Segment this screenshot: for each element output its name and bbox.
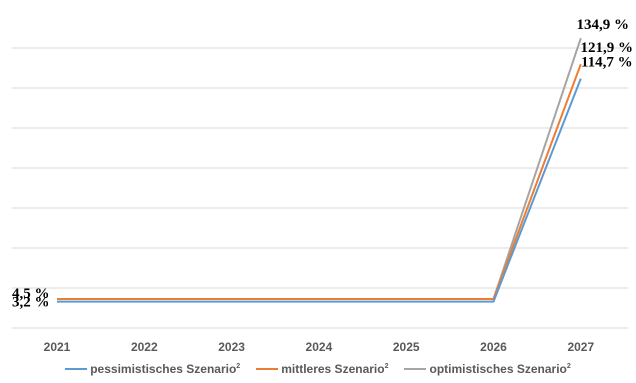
x-tick-label: 2025	[393, 340, 420, 354]
data-label: 3,2 %	[12, 295, 50, 311]
legend-label: optimistisches Szenario2	[429, 362, 571, 376]
x-tick-label: 2027	[567, 340, 594, 354]
x-tick-label: 2023	[218, 340, 245, 354]
data-label: 121,9 %	[581, 40, 634, 56]
x-tick-label: 2026	[480, 340, 507, 354]
data-labels: 4,5 %3,2 % 134,9 % 121,9 %114,7 %	[12, 17, 633, 310]
legend-item: pessimistisches Szenario2	[65, 362, 240, 376]
series-line-optimistisches-szenario	[57, 37, 582, 300]
legend-footnote-marker: 2	[384, 363, 389, 370]
x-axis-ticks: 2021 2022 2023 2024 2025 2026 2027	[44, 340, 595, 354]
series-lines	[57, 37, 582, 303]
x-tick-label: 2024	[306, 340, 333, 354]
gridlines	[12, 47, 628, 329]
series-line-pessimistisches-szenario	[57, 78, 582, 303]
legend-label: pessimistisches Szenario2	[90, 362, 241, 376]
legend-item: optimistisches Szenario2	[404, 362, 571, 376]
legend-label: mittleres Szenario2	[281, 362, 389, 376]
legend-footnote-marker: 2	[566, 363, 571, 370]
legend-swatch	[65, 368, 88, 370]
legend-item: mittleres Szenario2	[256, 362, 388, 376]
series-line-mittleres-szenario	[57, 63, 582, 300]
data-label: 4,5 %	[12, 286, 50, 302]
legend-footnote-marker: 2	[236, 363, 241, 370]
x-tick-label: 2022	[131, 340, 158, 354]
data-label: 134,9 %	[577, 17, 630, 33]
x-tick-label: 2021	[44, 340, 71, 354]
data-label: 114,7 %	[581, 55, 633, 71]
legend-swatch	[404, 368, 427, 370]
legend: pessimistisches Szenario2 mittleres Szena…	[0, 362, 636, 376]
legend-swatch	[256, 368, 279, 370]
